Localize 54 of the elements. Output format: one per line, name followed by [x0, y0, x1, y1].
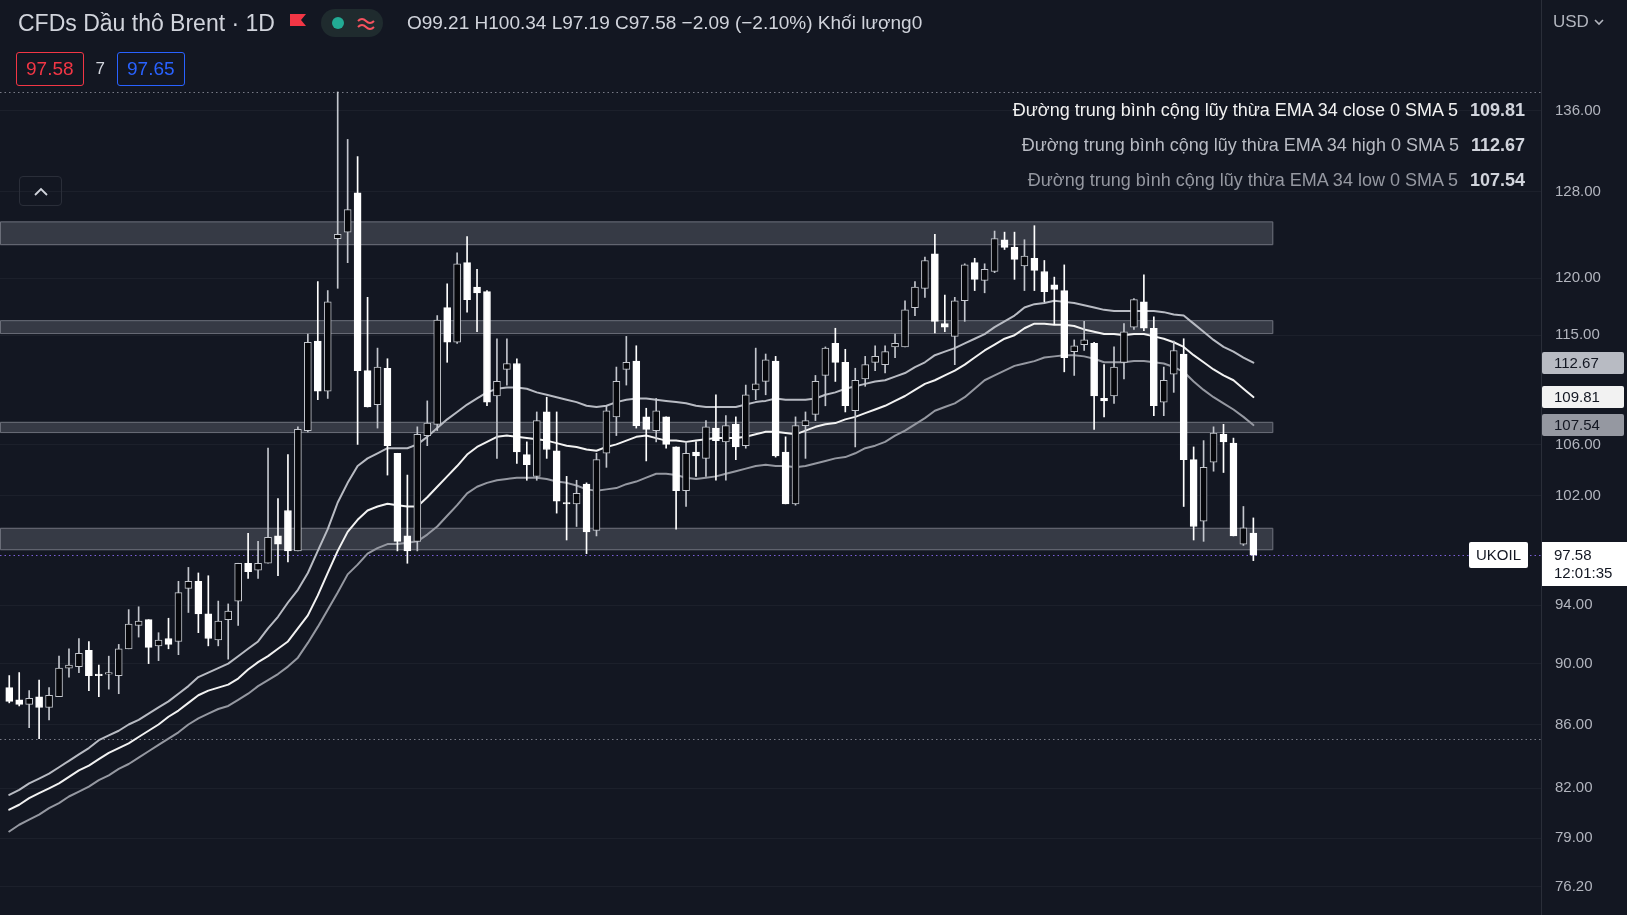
text: Đường trung bình cộng lũy thừa EMA 34 close 0 SMA 5: [1012, 100, 1458, 121]
text: 112.67: [1542, 351, 1624, 374]
text: 107.54: [1542, 414, 1624, 437]
y-tick-label: 106.00: [1555, 434, 1601, 452]
text: Đường trung bình cộng lũy thừa EMA 34 low 0 SMA 5: [1027, 170, 1458, 191]
text: 97.58: [1554, 546, 1592, 564]
annotation: 97.65: [117, 52, 185, 86]
ref-line-label: UKOIL: [1469, 542, 1529, 569]
candlestick: [15, 672, 24, 707]
y-tick-label: 136.00: [1555, 100, 1601, 118]
text: USD: [1553, 12, 1589, 32]
candlestick: [1080, 321, 1088, 351]
candlestick: [35, 679, 43, 739]
candlestick: [940, 294, 949, 333]
text: O99.21 H100.34 L97.19 C97.58 −2.09 (−2.10%) Khối lượng0: [406, 12, 923, 34]
y-tick-label: 115.00: [1555, 325, 1600, 343]
candlestick: [274, 498, 282, 577]
y-tick-label: 120.00: [1555, 268, 1601, 286]
annotation: 97.58: [16, 52, 84, 86]
y-tick-label: 90.00: [1555, 653, 1593, 671]
candlestick: [891, 333, 899, 358]
text: 107.54: [1469, 170, 1525, 191]
candlestick: [254, 541, 262, 579]
y-tick-label: 82.00: [1555, 778, 1593, 796]
text: Đường trung bình cộng lũy thừa EMA 34 high 0 SMA 5: [1021, 135, 1459, 156]
candlestick: [503, 338, 511, 386]
candlestick: [224, 603, 233, 660]
y-tick-label: 76.20: [1555, 876, 1593, 894]
candlestick: [493, 338, 501, 459]
candlestick: [95, 664, 103, 698]
candlestick: [244, 532, 252, 579]
candlestick: [712, 394, 720, 481]
candlestick: [1050, 276, 1059, 326]
candlestick: [871, 345, 879, 371]
chart-title: CFDs Dầu thô Brent · 1D: [18, 9, 275, 37]
y-tick-label: 79.00: [1555, 828, 1593, 846]
y-tick-label: 86.00: [1555, 714, 1593, 732]
candlestick: [642, 407, 651, 462]
candlestick: [1070, 339, 1079, 376]
candlestick: [333, 91, 342, 289]
candlestick: [264, 447, 272, 564]
candlestick: [25, 690, 33, 728]
candlestick: [473, 268, 481, 333]
candlestick: [104, 655, 113, 690]
text: 12:01:35: [1554, 564, 1614, 583]
y-tick-label: 128.00: [1555, 181, 1601, 199]
candlestick: [722, 415, 730, 481]
text: 109.81: [1542, 386, 1624, 409]
text: 112.67: [1470, 135, 1525, 156]
text: 109.81: [1469, 100, 1525, 121]
y-tick-label: 94.00: [1555, 595, 1593, 613]
annotation: 7: [95, 59, 106, 79]
y-tick-label: 102.00: [1555, 486, 1601, 504]
candlestick: [1100, 364, 1108, 418]
